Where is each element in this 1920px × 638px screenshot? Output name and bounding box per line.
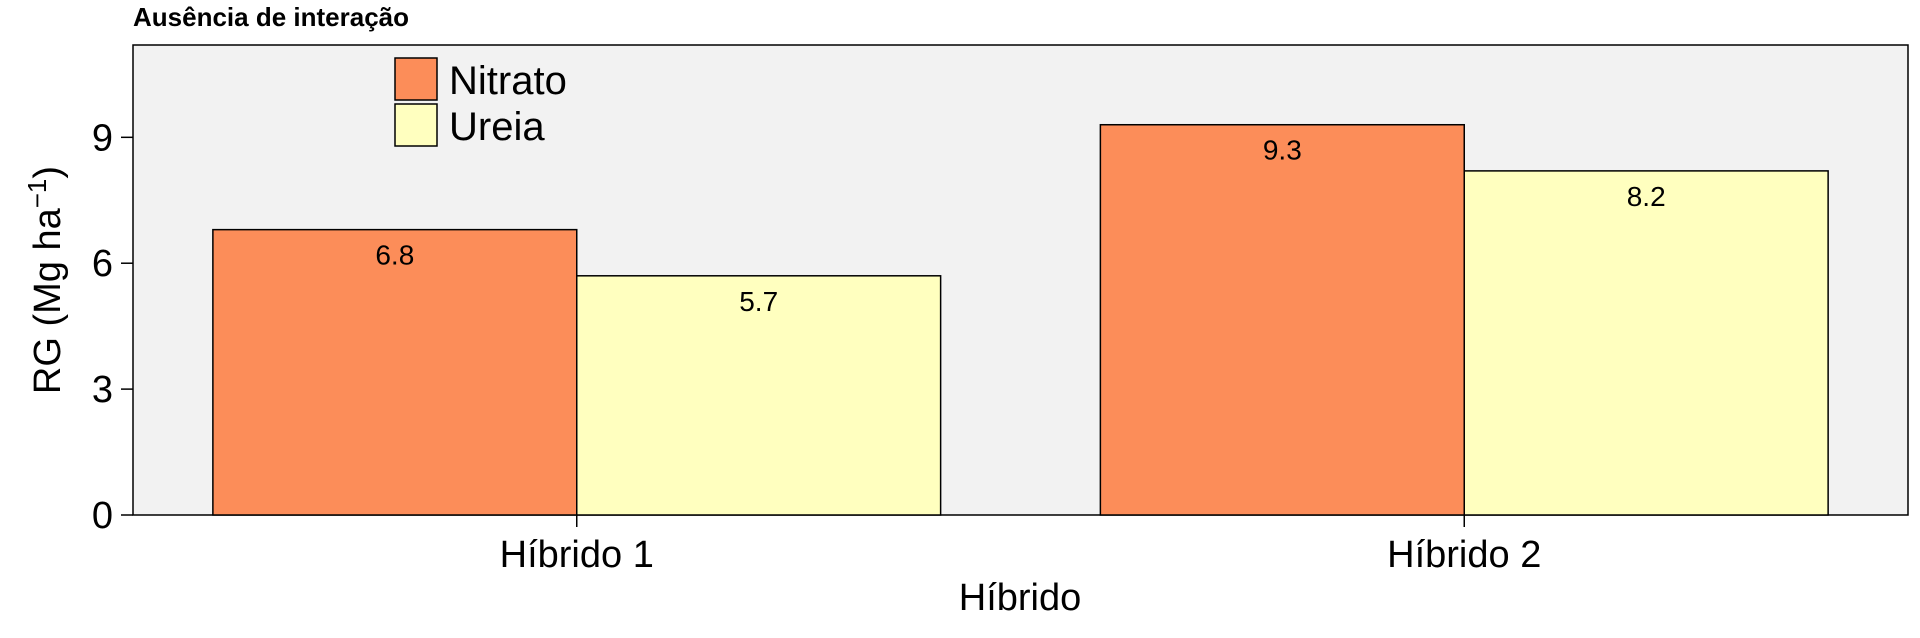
- y-tick-label-0: 0: [92, 495, 113, 537]
- legend-swatch-nitrato: [394, 57, 438, 101]
- data-labels: 6.8 5.7 9.3 8.2: [375, 135, 1665, 317]
- y-axis: 0 3 6 9: [92, 117, 133, 537]
- legend-label-nitrato: Nitrato: [449, 59, 567, 103]
- data-label-nitrato-2: 9.3: [1263, 135, 1302, 166]
- y-tick-label-3: 9: [92, 117, 113, 159]
- x-tick-label-2: Híbrido 2: [1387, 534, 1541, 576]
- x-tick-label-1: Híbrido 1: [500, 534, 654, 576]
- legend-label-ureia: Ureia: [449, 105, 545, 149]
- y-tick-label-1: 3: [92, 369, 113, 411]
- bars: [212, 123, 1829, 516]
- chart-title: Ausência de interação: [133, 2, 409, 32]
- y-axis-title-superscript: −1: [22, 179, 52, 209]
- bar-nitrato-1: [212, 228, 578, 516]
- data-label-ureia-1: 5.7: [739, 286, 778, 317]
- y-axis-title: RG (Mg ha−1): [22, 166, 69, 394]
- data-label-ureia-2: 8.2: [1627, 181, 1666, 212]
- bar-nitrato-2: [1099, 123, 1465, 516]
- bar-ureia-2: [1463, 170, 1829, 516]
- x-axis: Híbrido 1 Híbrido 2: [500, 515, 1541, 576]
- bar-ureia-1: [576, 275, 942, 516]
- y-axis-title-main: RG (Mg ha: [27, 207, 69, 394]
- x-axis-title: Híbrido: [959, 577, 1082, 619]
- legend-swatch-ureia: [394, 103, 438, 147]
- y-axis-title-close: ): [27, 166, 69, 179]
- data-label-nitrato-1: 6.8: [375, 240, 414, 271]
- y-tick-label-2: 6: [92, 243, 113, 285]
